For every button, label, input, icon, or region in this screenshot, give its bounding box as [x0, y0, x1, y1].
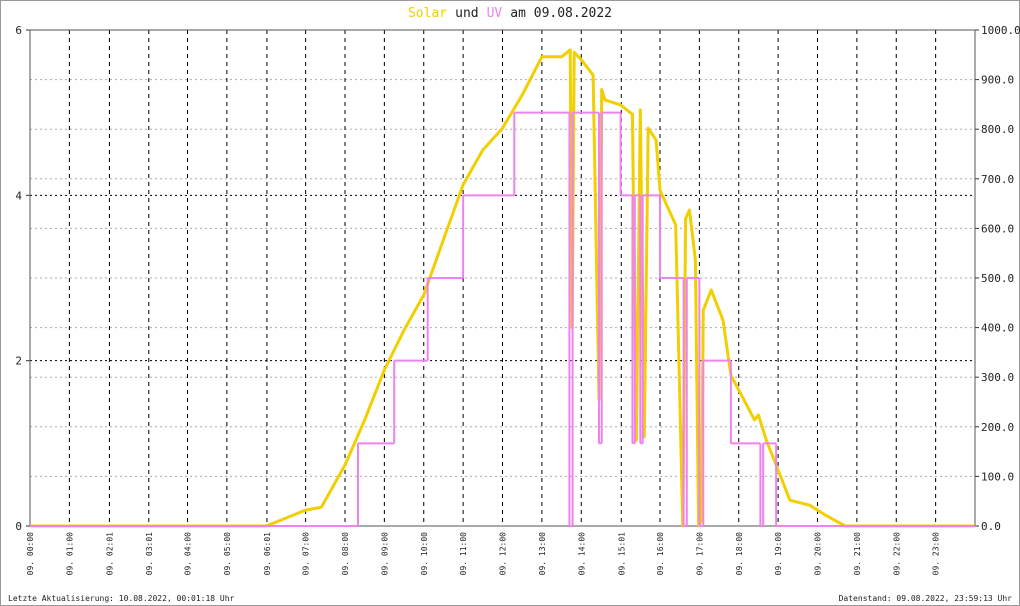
y-tick-label: 2 [15, 355, 22, 368]
plot-border [29, 29, 976, 527]
x-tick-label: 09. 06:01 [263, 532, 272, 576]
y-tick-label: 6 [15, 24, 22, 37]
x-tick-label: 09. 11:00 [459, 532, 468, 576]
x-tick-label: 09. 13:00 [538, 532, 547, 576]
title-joiner: und [455, 6, 478, 21]
y2-tick-label: 800.0 [981, 123, 1014, 136]
x-tick-label: 09. 03:01 [145, 532, 154, 576]
x-tick-label: 09. 16:00 [656, 532, 665, 576]
y2-tick-label: 500.0 [981, 272, 1014, 285]
footer-right: Datenstand: 09.08.2022, 23:59:13 Uhr [839, 594, 1013, 603]
x-tick-label: 09. 18:00 [735, 532, 744, 576]
y2-tick-label: 700.0 [981, 173, 1014, 186]
y-tick-label: 0 [15, 520, 22, 533]
solar-line [30, 48, 975, 528]
y-tick-label: 4 [15, 189, 22, 202]
x-tick-label: 09. 00:00 [26, 532, 35, 576]
x-tick-label: 09. 23:00 [932, 532, 941, 576]
x-tick-label: 09. 02:01 [105, 532, 114, 576]
x-tick-label: 09. 01:00 [65, 532, 74, 576]
x-tick-label: 09. 09:00 [380, 532, 389, 576]
y2-tick-label: 600.0 [981, 222, 1014, 235]
y2-tick-label: 300.0 [981, 371, 1014, 384]
x-tick-label: 09. 10:00 [420, 532, 429, 576]
x-tick-label: 09. 22:00 [892, 532, 901, 576]
x-tick-label: 09. 08:00 [341, 532, 350, 576]
title-uv: UV [487, 6, 503, 21]
chart-title: Solar und UV am 09.08.2022 [408, 6, 612, 21]
y2-tick-label: 0.0 [981, 520, 1001, 533]
x-tick-label: 09. 15:01 [617, 532, 626, 576]
y2-tick-label: 100.0 [981, 470, 1014, 483]
footer-left: Letzte Aktualisierung: 10.08.2022, 00:01… [8, 594, 235, 603]
y2-tick-label: 1000.0 [981, 24, 1020, 37]
x-tick-label: 09. 12:00 [499, 532, 508, 576]
x-tick-label: 09. 19:00 [774, 532, 783, 576]
x-tick-label: 09. 21:00 [853, 532, 862, 576]
title-solar: Solar [408, 6, 447, 21]
x-tick-label: 09. 17:00 [695, 532, 704, 576]
x-tick-label: 09. 07:00 [302, 532, 311, 576]
x-tick-label: 09. 05:00 [223, 532, 232, 576]
y2-tick-label: 400.0 [981, 322, 1014, 335]
y2-tick-label: 900.0 [981, 74, 1014, 87]
title-suffix: am 09.08.2022 [510, 6, 612, 21]
y2-tick-label: 200.0 [981, 421, 1014, 434]
x-tick-label: 09. 04:00 [184, 532, 193, 576]
x-tick-label: 09. 20:00 [814, 532, 823, 576]
x-tick-label: 09. 14:00 [577, 532, 586, 576]
